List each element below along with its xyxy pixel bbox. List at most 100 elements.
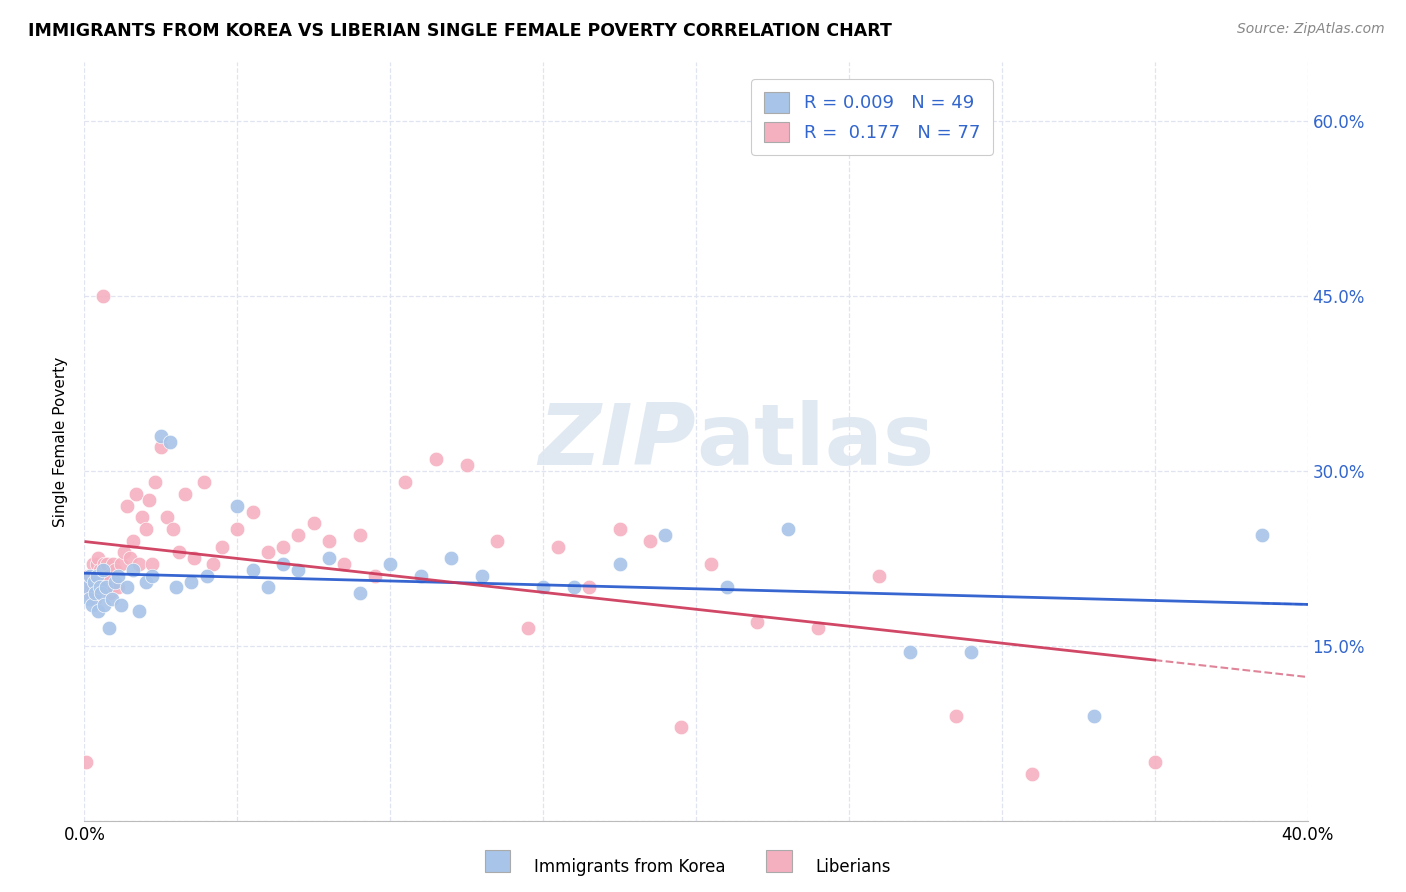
Point	[180, 574, 202, 589]
Point	[609, 557, 631, 571]
Point	[1021, 767, 1043, 781]
Point	[183, 551, 205, 566]
Point	[96, 557, 118, 571]
Point	[425, 452, 447, 467]
Point	[80, 598, 103, 612]
Point	[562, 580, 585, 594]
Point	[93, 557, 115, 571]
Point	[84, 586, 107, 600]
Point	[226, 522, 249, 536]
Point	[440, 551, 463, 566]
Point	[141, 568, 163, 582]
Point	[364, 568, 387, 582]
Point	[115, 580, 138, 594]
Point	[257, 580, 280, 594]
Point	[609, 522, 631, 536]
Point	[110, 557, 132, 571]
Point	[165, 580, 187, 594]
Point	[87, 604, 110, 618]
Point	[869, 568, 891, 582]
Point	[776, 522, 799, 536]
Point	[77, 592, 100, 607]
Point	[79, 568, 101, 582]
Point	[960, 644, 983, 658]
Point	[747, 615, 769, 630]
Y-axis label: Single Female Poverty: Single Female Poverty	[52, 357, 67, 526]
Legend: R = 0.009   N = 49, R =  0.177   N = 77: R = 0.009 N = 49, R = 0.177 N = 77	[751, 79, 993, 155]
Point	[531, 580, 554, 594]
Point	[76, 580, 98, 594]
Point	[257, 545, 280, 559]
Point	[394, 475, 416, 490]
Point	[159, 434, 181, 449]
Point	[135, 574, 157, 589]
Point	[716, 580, 738, 594]
Point	[125, 487, 148, 501]
Point	[104, 563, 127, 577]
Point	[115, 499, 138, 513]
Point	[211, 540, 233, 554]
Point	[1143, 756, 1166, 770]
Point	[1083, 708, 1105, 723]
Point	[131, 510, 153, 524]
Point	[83, 574, 105, 589]
Point	[654, 528, 676, 542]
Point	[945, 708, 967, 723]
Point	[578, 580, 600, 594]
Point	[195, 568, 218, 582]
Point	[807, 621, 830, 635]
Point	[547, 540, 569, 554]
Text: Source: ZipAtlas.com: Source: ZipAtlas.com	[1237, 22, 1385, 37]
Point	[120, 551, 142, 566]
Point	[1250, 528, 1272, 542]
Point	[162, 522, 184, 536]
Point	[226, 499, 249, 513]
Point	[167, 545, 190, 559]
Point	[86, 557, 108, 571]
Point	[128, 604, 150, 618]
Point	[110, 598, 132, 612]
Point	[669, 720, 692, 734]
Point	[93, 598, 115, 612]
Point	[174, 487, 197, 501]
Point	[107, 580, 129, 594]
Text: Liberians: Liberians	[815, 858, 891, 876]
Point	[128, 557, 150, 571]
Point	[143, 475, 166, 490]
Point	[149, 428, 172, 442]
Text: atlas: atlas	[696, 400, 934, 483]
Point	[112, 545, 135, 559]
Point	[97, 568, 120, 582]
Point	[104, 574, 127, 589]
Point	[80, 586, 103, 600]
Point	[87, 551, 110, 566]
Point	[83, 568, 105, 582]
Point	[86, 568, 108, 582]
Point	[122, 563, 145, 577]
Point	[84, 574, 107, 589]
Point	[82, 557, 104, 571]
Point	[242, 563, 264, 577]
Point	[90, 586, 112, 600]
Point	[91, 289, 114, 303]
Point	[141, 557, 163, 571]
Point	[83, 574, 105, 589]
Point	[77, 586, 100, 600]
Point	[638, 533, 661, 548]
Point	[471, 568, 494, 582]
Point	[156, 510, 179, 524]
Point	[84, 592, 107, 607]
Point	[201, 557, 224, 571]
Point	[107, 568, 129, 582]
Point	[76, 580, 98, 594]
Point	[380, 557, 402, 571]
Point	[898, 644, 921, 658]
Point	[98, 586, 121, 600]
Point	[700, 557, 723, 571]
Point	[318, 551, 340, 566]
Point	[409, 568, 432, 582]
Point	[193, 475, 215, 490]
Point	[80, 580, 103, 594]
Point	[79, 568, 101, 582]
Text: ZIP: ZIP	[538, 400, 696, 483]
